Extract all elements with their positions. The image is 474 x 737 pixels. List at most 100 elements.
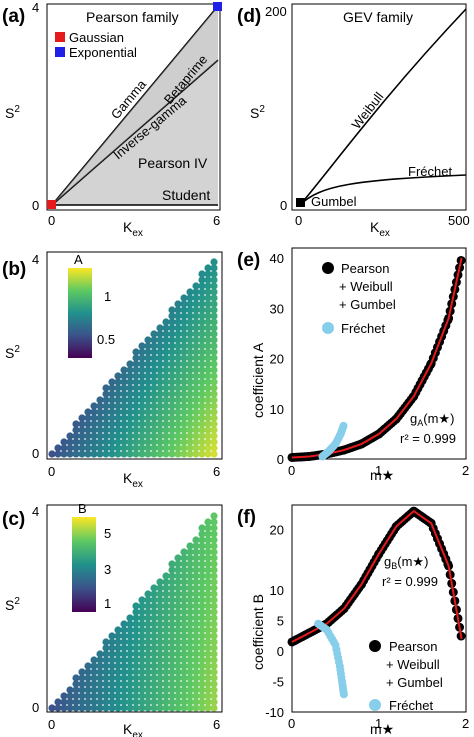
heat-cell bbox=[204, 572, 212, 580]
heat-cell bbox=[138, 620, 146, 628]
heat-cell bbox=[204, 426, 212, 434]
heat-cell bbox=[186, 656, 194, 664]
heat-cell bbox=[150, 602, 158, 610]
heat-cell bbox=[192, 638, 200, 646]
ytick-label: 20 bbox=[270, 522, 284, 537]
heat-cell bbox=[144, 668, 152, 676]
heat-cell bbox=[108, 444, 116, 452]
heat-cell bbox=[162, 432, 170, 440]
heat-cell bbox=[84, 450, 92, 458]
heat-cell bbox=[180, 324, 188, 332]
heat-cell bbox=[96, 686, 104, 694]
panel-tag-b: (b) bbox=[2, 259, 26, 280]
plot-frame-d bbox=[291, 3, 467, 211]
heat-cell bbox=[204, 450, 212, 458]
heat-cell bbox=[162, 662, 170, 670]
heat-cell bbox=[120, 668, 128, 676]
heat-cell bbox=[198, 662, 206, 670]
heat-cell bbox=[120, 704, 128, 712]
heat-cell bbox=[90, 402, 98, 410]
heat-cell bbox=[156, 426, 164, 434]
heat-cell bbox=[168, 614, 176, 622]
heat-cell bbox=[126, 450, 134, 458]
heat-cell bbox=[192, 536, 200, 544]
heat-cell bbox=[210, 578, 218, 586]
heat-cell bbox=[210, 668, 218, 676]
xlabel-c: Kex bbox=[123, 721, 143, 737]
heat-cell bbox=[180, 372, 188, 380]
heat-cell bbox=[60, 450, 68, 458]
heat-cell bbox=[186, 438, 194, 446]
heat-cell bbox=[138, 444, 146, 452]
heat-cell bbox=[174, 590, 182, 598]
heat-cell bbox=[174, 342, 182, 350]
heat-cell bbox=[174, 414, 182, 422]
heat-cell bbox=[198, 602, 206, 610]
heat-cell bbox=[192, 584, 200, 592]
heat-cell bbox=[156, 608, 164, 616]
heat-cell bbox=[150, 426, 158, 434]
heat-cell bbox=[162, 390, 170, 398]
heat-cell bbox=[138, 378, 146, 386]
heat-cell bbox=[198, 354, 206, 362]
heat-cell bbox=[156, 348, 164, 356]
heat-cell bbox=[138, 360, 146, 368]
heat-cell bbox=[192, 450, 200, 458]
heat-cell bbox=[132, 692, 140, 700]
heat-cell bbox=[198, 584, 206, 592]
heat-cell bbox=[204, 276, 212, 284]
heat-cell bbox=[198, 312, 206, 320]
heat-cell bbox=[114, 402, 122, 410]
heat-cell bbox=[126, 432, 134, 440]
heat-cell bbox=[60, 698, 68, 706]
heat-cell bbox=[210, 542, 218, 550]
heat-cell bbox=[150, 656, 158, 664]
heat-cell bbox=[192, 372, 200, 380]
heat-cell bbox=[210, 614, 218, 622]
heat-cell bbox=[174, 390, 182, 398]
heat-cell bbox=[210, 390, 218, 398]
heat-cell bbox=[210, 258, 218, 266]
heat-cell bbox=[210, 360, 218, 368]
xtick-label: 0 bbox=[288, 463, 295, 478]
heat-cell bbox=[168, 560, 176, 568]
heat-cell bbox=[198, 674, 206, 682]
colorbar-c bbox=[72, 517, 96, 612]
heat-cell bbox=[144, 426, 152, 434]
heat-cell bbox=[186, 680, 194, 688]
heat-cell bbox=[84, 686, 92, 694]
heat-cell bbox=[192, 572, 200, 580]
heat-cell bbox=[186, 542, 194, 550]
r2-f: r² = 0.999 bbox=[382, 574, 438, 589]
heat-cell bbox=[144, 432, 152, 440]
heat-cell bbox=[132, 608, 140, 616]
heat-cell bbox=[210, 414, 218, 422]
heat-cell bbox=[174, 402, 182, 410]
label-student: Student bbox=[162, 187, 210, 203]
heat-cell bbox=[114, 396, 122, 404]
heat-cell bbox=[144, 662, 152, 670]
heat-cell bbox=[102, 438, 110, 446]
heat-cell bbox=[210, 300, 218, 308]
heat-cell bbox=[144, 384, 152, 392]
heat-cell bbox=[114, 378, 122, 386]
heat-cell bbox=[168, 396, 176, 404]
heat-cell bbox=[150, 402, 158, 410]
heat-cell bbox=[144, 390, 152, 398]
heat-cell bbox=[138, 656, 146, 664]
heatmap-b bbox=[48, 258, 218, 458]
ytick-label: 0 bbox=[277, 452, 284, 467]
heat-cell bbox=[144, 348, 152, 356]
heat-cell bbox=[156, 632, 164, 640]
heat-cell bbox=[180, 306, 188, 314]
heat-cell bbox=[192, 620, 200, 628]
heat-cell bbox=[180, 662, 188, 670]
heat-cell bbox=[192, 608, 200, 616]
heat-cell bbox=[126, 704, 134, 712]
heat-cell bbox=[174, 608, 182, 616]
heat-cell bbox=[198, 288, 206, 296]
heat-cell bbox=[114, 650, 122, 658]
heat-cell bbox=[102, 686, 110, 694]
gamma-line bbox=[51, 5, 219, 206]
heat-cell bbox=[210, 608, 218, 616]
